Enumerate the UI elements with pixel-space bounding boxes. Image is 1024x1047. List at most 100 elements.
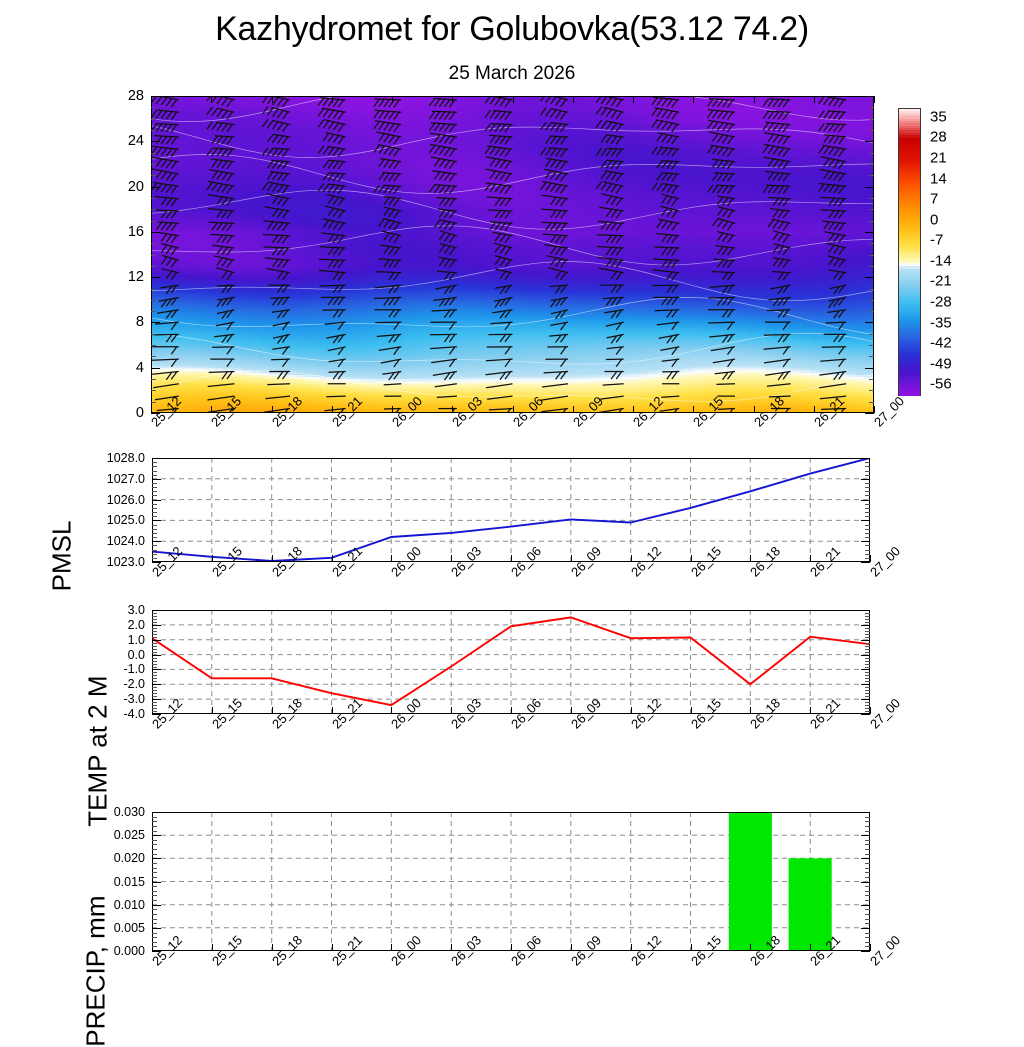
colorbar-tick-label: 35 xyxy=(930,108,947,125)
x-tick-top xyxy=(151,96,152,103)
colorbar-segment xyxy=(899,393,920,397)
y-tick-right xyxy=(861,625,870,626)
y-tick xyxy=(151,153,156,154)
y-tick-label: 4 xyxy=(96,360,144,376)
y-tick xyxy=(152,646,157,647)
y-tick-right xyxy=(869,119,874,120)
y-tick-right xyxy=(861,655,870,656)
x-tick-top xyxy=(693,96,694,103)
y-tick xyxy=(152,458,161,459)
y-tick-right xyxy=(865,504,870,505)
y-tick xyxy=(152,817,157,818)
y-tick xyxy=(152,479,161,480)
y-tick-right xyxy=(861,905,870,906)
y-tick-right xyxy=(865,923,870,924)
y-tick-right xyxy=(865,616,870,617)
x-tick xyxy=(633,406,634,413)
x-tick xyxy=(691,944,692,951)
y-tick-right xyxy=(865,672,870,673)
y-tick xyxy=(151,345,156,346)
y-tick-right xyxy=(865,322,874,323)
x-tick xyxy=(332,707,333,714)
y-tick-right xyxy=(869,289,874,290)
y-tick-right xyxy=(869,175,874,176)
x-tick xyxy=(212,944,213,951)
y-tick-right xyxy=(865,664,870,665)
x-tick-label: 27_00 xyxy=(867,695,903,731)
x-tick xyxy=(452,406,453,413)
y-tick xyxy=(152,687,157,688)
y-tick-right xyxy=(869,198,874,199)
y-tick xyxy=(152,512,157,513)
temp-panel xyxy=(152,610,870,714)
y-tick xyxy=(152,681,157,682)
y-tick xyxy=(152,637,157,638)
x-tick xyxy=(810,944,811,951)
y-tick xyxy=(152,831,157,832)
x-tick xyxy=(631,944,632,951)
x-tick-top xyxy=(754,96,755,103)
y-tick xyxy=(152,905,161,906)
y-tick-right xyxy=(865,512,870,513)
y-tick-right xyxy=(861,882,870,883)
y-tick xyxy=(151,289,156,290)
y-tick-right xyxy=(869,402,874,403)
y-tick-right xyxy=(865,681,870,682)
colorbar-tick-label: 14 xyxy=(930,170,947,187)
y-tick-right xyxy=(865,141,874,142)
x-tick-label: 27_00 xyxy=(871,393,907,429)
page-subtitle: 25 March 2026 xyxy=(0,63,1024,85)
y-tick xyxy=(152,613,157,614)
x-tick xyxy=(272,555,273,562)
y-tick-right xyxy=(869,164,874,165)
y-tick xyxy=(152,625,161,626)
y-tick xyxy=(152,622,157,623)
y-tick-right xyxy=(865,877,870,878)
y-tick-right xyxy=(865,475,870,476)
y-tick-right xyxy=(865,368,874,369)
y-tick xyxy=(152,529,157,530)
y-tick xyxy=(152,863,157,864)
y-tick xyxy=(151,130,156,131)
colorbar-tick-label: 0 xyxy=(930,211,938,228)
precip-axis-title: PRECIP, mm xyxy=(81,896,112,1047)
y-tick-right xyxy=(865,466,870,467)
y-tick-label: -4.0 xyxy=(111,707,145,721)
x-tick-top xyxy=(814,96,815,103)
y-tick xyxy=(152,664,157,665)
x-tick xyxy=(750,707,751,714)
y-tick-right xyxy=(865,462,870,463)
y-tick-right xyxy=(865,705,870,706)
y-tick-right xyxy=(865,690,870,691)
y-tick xyxy=(152,640,161,641)
y-tick xyxy=(152,821,157,822)
y-tick-right xyxy=(861,500,870,501)
x-tick xyxy=(212,707,213,714)
y-tick-right xyxy=(865,471,870,472)
y-tick xyxy=(152,826,157,827)
colorbar-tick-label: -14 xyxy=(930,252,952,269)
y-tick xyxy=(151,175,156,176)
y-tick-right xyxy=(865,487,870,488)
y-tick xyxy=(152,840,157,841)
y-tick xyxy=(152,516,157,517)
y-tick-right xyxy=(865,529,870,530)
y-tick xyxy=(152,872,157,873)
y-tick-right xyxy=(865,675,870,676)
y-tick xyxy=(151,379,156,380)
y-tick-right xyxy=(869,356,874,357)
y-tick-right xyxy=(865,868,870,869)
y-tick xyxy=(151,243,156,244)
y-tick-right xyxy=(865,558,870,559)
x-tick xyxy=(151,406,152,413)
y-tick-right xyxy=(865,483,870,484)
y-tick xyxy=(152,699,161,700)
y-tick xyxy=(152,643,157,644)
y-tick xyxy=(152,631,157,632)
y-tick-right xyxy=(869,255,874,256)
y-tick xyxy=(152,684,161,685)
y-tick-label: 1025.0 xyxy=(97,513,145,527)
x-tick xyxy=(332,406,333,413)
y-tick xyxy=(152,658,157,659)
x-tick xyxy=(392,406,393,413)
